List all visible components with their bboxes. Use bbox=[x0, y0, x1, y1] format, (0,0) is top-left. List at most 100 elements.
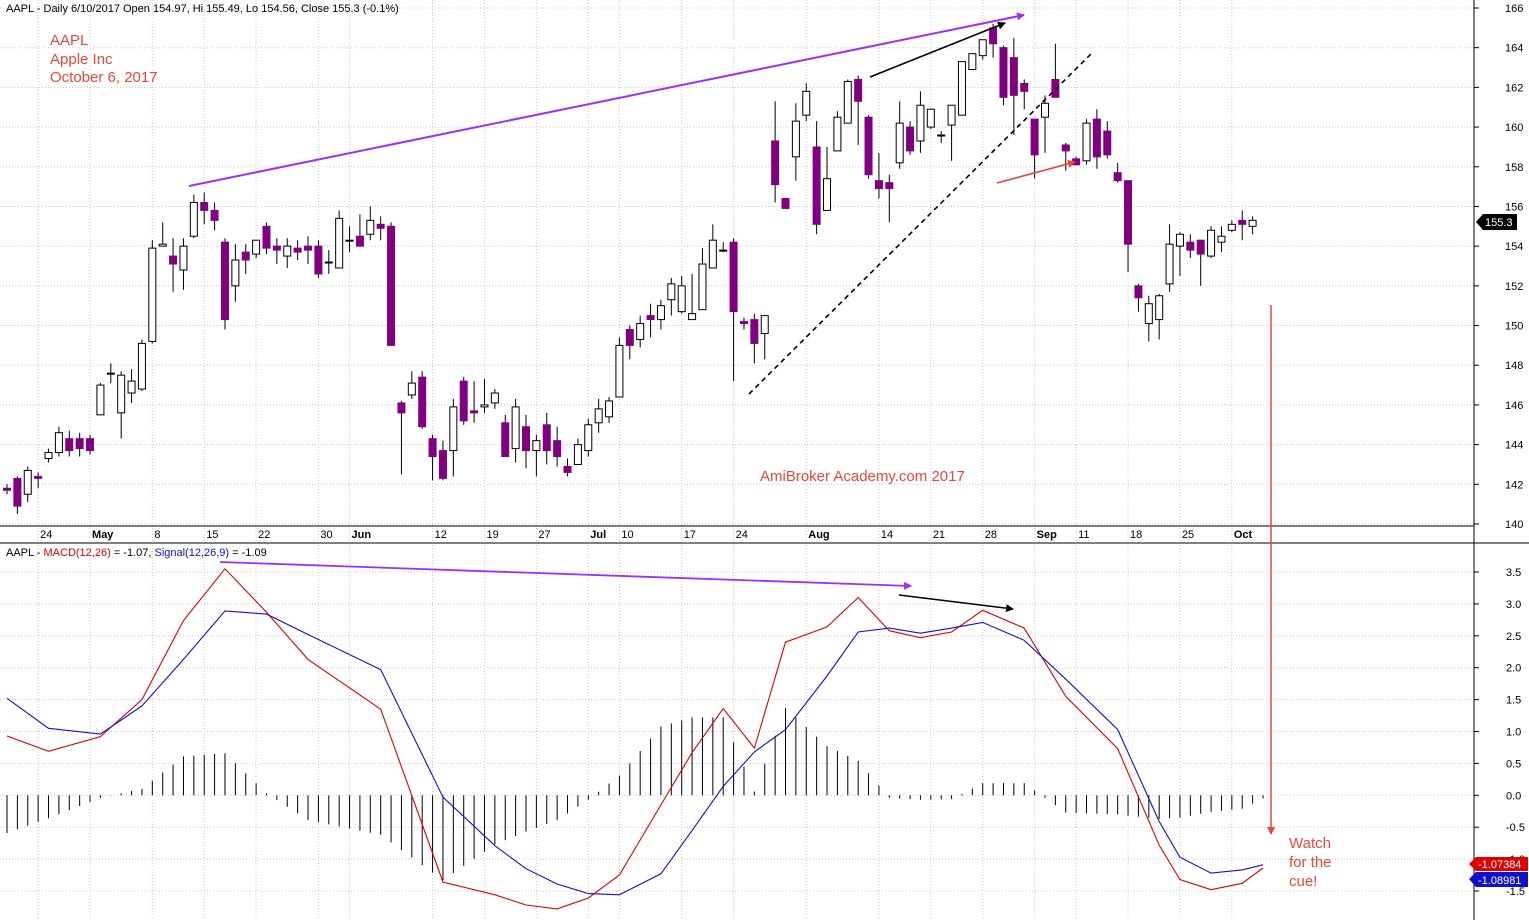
price-tick-label: 142 bbox=[1505, 479, 1523, 491]
candle-body bbox=[117, 374, 126, 414]
signal-legend-label: Signal(12,26,9) bbox=[154, 547, 229, 559]
macd-tick-label: 2.0 bbox=[1506, 663, 1521, 675]
candle-body bbox=[428, 438, 437, 458]
candle-body bbox=[1061, 144, 1070, 152]
candle-body bbox=[1207, 229, 1216, 257]
macd-trend-arrow bbox=[219, 561, 912, 590]
x-tick-label: 30 bbox=[320, 529, 332, 541]
signal-line bbox=[6, 610, 1264, 896]
x-tick-label: 28 bbox=[985, 529, 997, 541]
candle-body bbox=[874, 180, 883, 190]
price-tick-label: 144 bbox=[1505, 440, 1523, 452]
candle-body bbox=[470, 410, 479, 414]
candle-body bbox=[304, 245, 313, 251]
signal-badge: -1.08981 bbox=[1469, 872, 1528, 887]
macd-line bbox=[6, 567, 1264, 910]
candle-body bbox=[387, 225, 396, 346]
candle-body bbox=[999, 47, 1008, 98]
x-tick-label: 8 bbox=[154, 529, 160, 541]
candle-body bbox=[314, 245, 323, 275]
macd-lines bbox=[6, 567, 1264, 910]
candle-body bbox=[656, 305, 665, 321]
candle-body bbox=[65, 438, 74, 452]
candlestick-series bbox=[3, 23, 1257, 515]
price-legend: AAPL - Daily 6/10/2017 Open 154.97, Hi 1… bbox=[6, 3, 399, 15]
price-tick-label: 146 bbox=[1505, 400, 1523, 412]
candle-body bbox=[937, 134, 946, 137]
macd-legend: AAPL - MACD(12,26) = -1.07, Signal(12,26… bbox=[6, 547, 267, 559]
candle-body bbox=[854, 78, 863, 102]
candle-body bbox=[926, 108, 935, 128]
macd-tick-label: 0.5 bbox=[1506, 758, 1521, 770]
candle-body bbox=[1020, 82, 1029, 92]
x-tick-label: 24 bbox=[736, 529, 748, 541]
title-line-2: Apple Inc bbox=[50, 51, 113, 68]
macd-tick-label: -1.5 bbox=[1506, 886, 1525, 898]
candle-body bbox=[148, 247, 157, 342]
candle-body bbox=[1113, 172, 1122, 182]
candle-body bbox=[906, 126, 915, 152]
candle-body bbox=[293, 247, 302, 253]
candle-body bbox=[802, 90, 811, 116]
candle-body bbox=[86, 438, 95, 452]
candle-body bbox=[252, 239, 261, 255]
candle-body bbox=[563, 465, 572, 473]
candle-body bbox=[96, 384, 105, 416]
price-tick-label: 158 bbox=[1505, 162, 1523, 174]
x-tick-label: 12 bbox=[435, 529, 447, 541]
candle-body bbox=[345, 239, 354, 242]
candle-body bbox=[1248, 219, 1257, 227]
candle-body bbox=[1238, 219, 1247, 225]
candle-body bbox=[729, 241, 738, 313]
price-tick-label: 164 bbox=[1505, 43, 1523, 55]
watermark: AmiBroker Academy.com 2017 bbox=[760, 468, 965, 485]
candle-body bbox=[459, 380, 468, 422]
candle-body bbox=[957, 61, 966, 116]
x-tick-label: 24 bbox=[40, 529, 52, 541]
x-tick-label: 25 bbox=[1182, 529, 1194, 541]
candle-body bbox=[532, 440, 541, 452]
price-tick-label: 156 bbox=[1505, 201, 1523, 213]
candle-body bbox=[210, 209, 219, 221]
candle-body bbox=[137, 342, 146, 390]
candle-body bbox=[241, 251, 250, 261]
candle-body bbox=[833, 116, 842, 152]
candle-body bbox=[739, 321, 748, 325]
title-line-1: AAPL bbox=[50, 32, 88, 49]
candle-body bbox=[438, 450, 447, 479]
candle-body bbox=[916, 104, 925, 142]
candle-body bbox=[220, 241, 229, 321]
close-badge: 155.3 bbox=[1476, 214, 1517, 230]
grid-lines bbox=[0, 0, 1474, 920]
candle-body bbox=[646, 315, 655, 321]
candle-body bbox=[1186, 241, 1195, 251]
candle-body bbox=[1041, 102, 1049, 118]
price-tick-label: 150 bbox=[1505, 321, 1523, 333]
candle-body bbox=[1134, 285, 1143, 299]
candle-body bbox=[397, 402, 406, 414]
x-tick-label: 11 bbox=[1078, 529, 1089, 541]
candle-body bbox=[864, 116, 873, 176]
candle-body bbox=[3, 487, 11, 491]
price-tick-label: 160 bbox=[1505, 122, 1523, 134]
macd-histogram bbox=[6, 707, 1264, 881]
x-tick-label: 22 bbox=[258, 529, 270, 541]
candle-body bbox=[823, 178, 832, 211]
candle-body bbox=[719, 249, 728, 252]
candle-body bbox=[594, 408, 603, 424]
candle-body bbox=[885, 182, 894, 190]
close-badge-value: 155.3 bbox=[1485, 217, 1513, 229]
price-tick-label: 140 bbox=[1505, 519, 1523, 531]
candle-body bbox=[179, 245, 188, 271]
candle-body bbox=[698, 263, 707, 311]
candle-body bbox=[978, 39, 987, 57]
candle-body bbox=[584, 424, 593, 452]
title-line-3: October 6, 2017 bbox=[50, 69, 158, 86]
candle-body bbox=[615, 344, 624, 398]
cue-line-2: for the bbox=[1289, 854, 1332, 871]
candle-body bbox=[553, 440, 562, 458]
candle-body bbox=[324, 261, 333, 264]
candle-body bbox=[636, 323, 645, 340]
